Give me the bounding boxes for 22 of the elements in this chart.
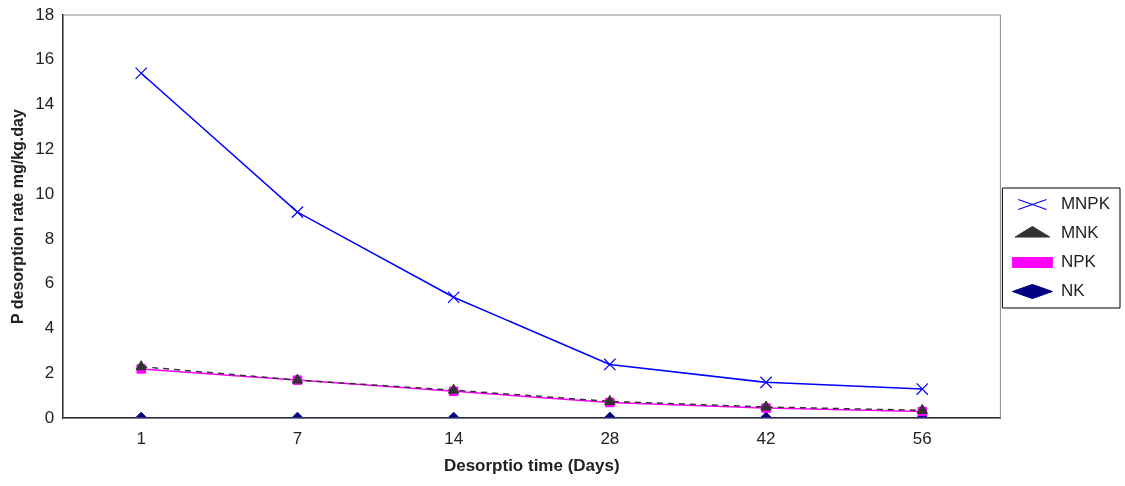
legend-label: NPK [1060,252,1097,272]
y-tick-label: 16 [35,49,55,69]
x-tick-label: 1 [136,429,146,449]
x-tick-label: 14 [444,429,464,449]
x-tick-label: 56 [912,429,932,449]
x-tick-label: 42 [756,429,776,449]
legend-label: NK [1060,281,1086,301]
x-tick-label: 28 [600,429,620,449]
y-tick-label: 0 [44,407,55,427]
y-tick-label: 12 [35,139,55,159]
y-tick-label: 6 [44,273,55,293]
legend-label: MNPK [1060,194,1111,214]
y-tick-label: 8 [44,228,55,248]
y-tick-label: 10 [35,183,55,203]
y-tick-label: 14 [35,94,55,114]
x-tick-label: 7 [292,429,303,449]
y-tick-label: 2 [44,363,55,383]
y-tick-label: 18 [35,4,55,24]
y-tick-label: 4 [44,318,55,338]
x-axis-title: Desorptio time (Days) [443,456,620,476]
legend-label: MNK [1060,223,1100,243]
y-axis-title: P desorption rate mg/kg.day [9,109,27,325]
